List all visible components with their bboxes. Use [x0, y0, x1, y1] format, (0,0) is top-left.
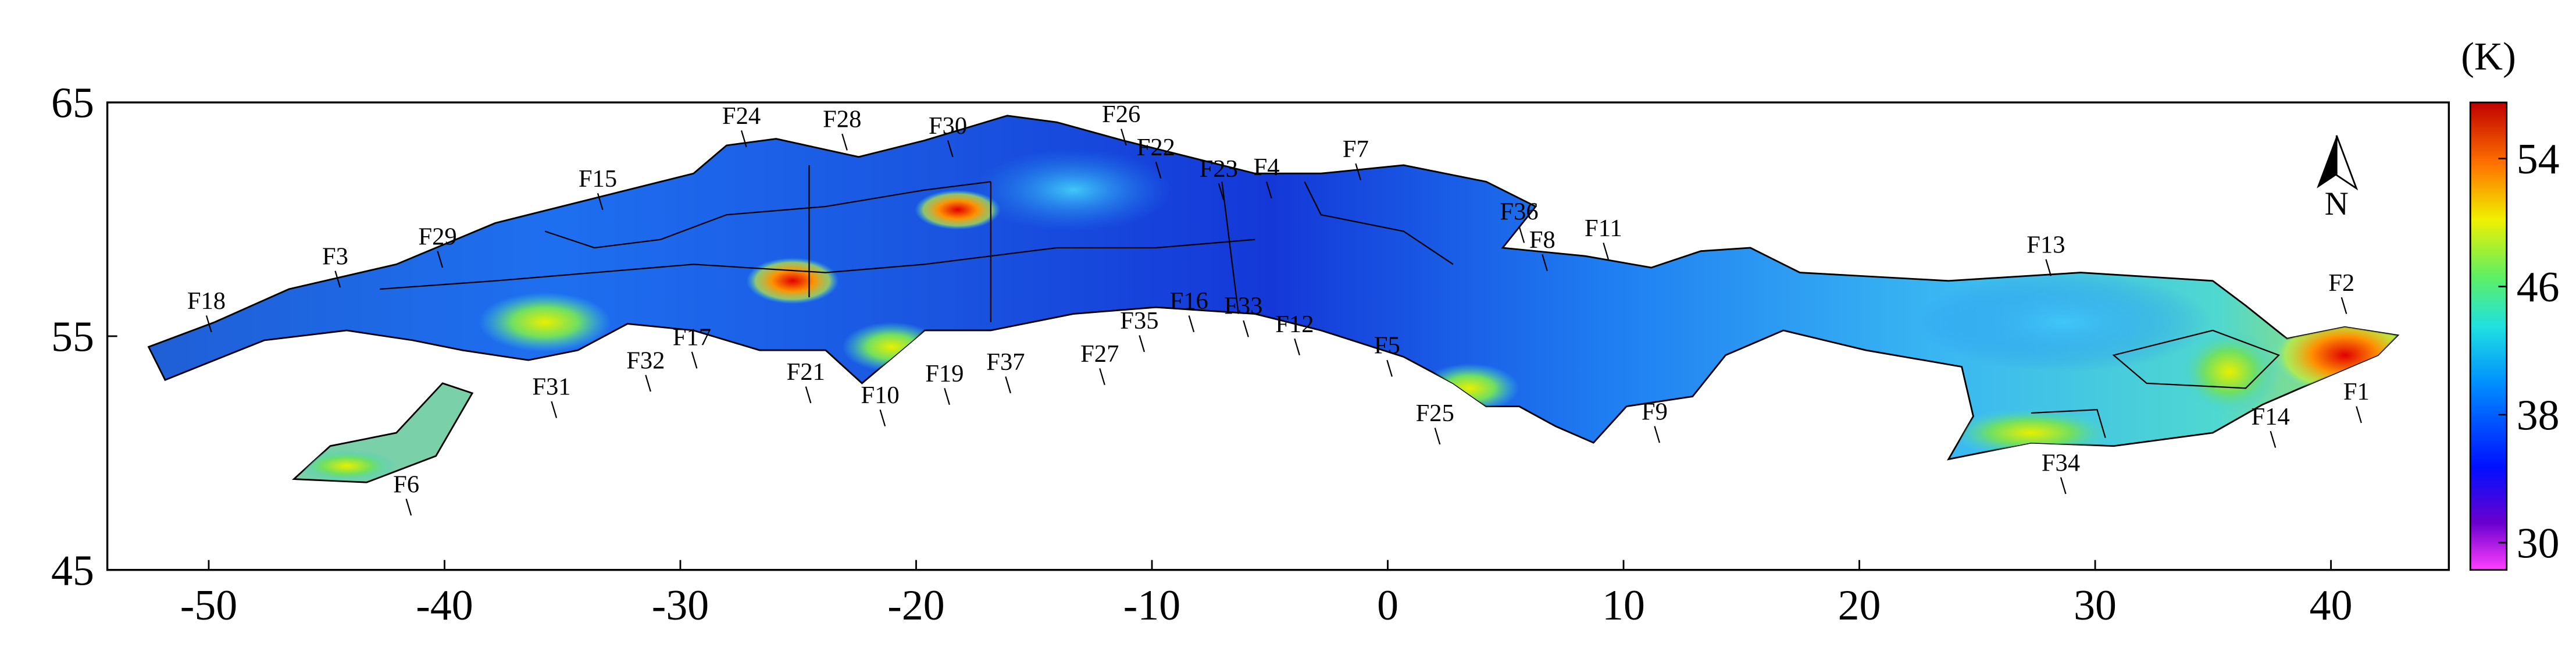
leader-line [1121, 129, 1127, 146]
x-tick-label: -20 [887, 581, 944, 629]
leader-line [944, 388, 950, 405]
leader-line [1355, 163, 1362, 180]
leader-line [1265, 181, 1272, 199]
fault-label: F30 [929, 112, 967, 140]
colorbar-tick-label: 38 [2517, 391, 2560, 439]
colorbar-label: (K) [2461, 34, 2516, 78]
leader-line [2045, 259, 2052, 276]
leader-line [805, 386, 812, 404]
fault-label: F34 [2042, 449, 2080, 476]
leader-line [597, 193, 604, 210]
fault-label: F36 [1500, 198, 1538, 226]
leader-line [879, 409, 886, 427]
colorbar-tick-label: 54 [2517, 135, 2560, 183]
fault-label: F17 [673, 324, 711, 351]
leader-line [1654, 426, 1661, 443]
fault-label: F35 [1120, 307, 1158, 334]
leader-line [405, 499, 412, 516]
fault-label: F14 [2252, 403, 2290, 430]
fault-label: F31 [532, 373, 570, 401]
leader-line [1218, 183, 1225, 200]
fault-label: F26 [1102, 101, 1140, 128]
leader-line [1386, 359, 1393, 377]
colorbar-tick-label: 46 [2517, 263, 2560, 311]
fault-label: F6 [393, 471, 419, 498]
leader-line [1139, 335, 1146, 353]
fault-label: F16 [1169, 287, 1208, 315]
leader-line [947, 140, 954, 158]
fault-label: F32 [626, 347, 665, 374]
fault-label: F2 [2328, 269, 2354, 297]
x-tick-label: 0 [1377, 581, 1398, 629]
y-tick-label: 65 [51, 79, 94, 127]
fault-label: F18 [187, 287, 226, 315]
leader-line [740, 130, 747, 148]
leader-line [691, 351, 698, 369]
leader-line [1294, 338, 1300, 355]
leader-line [2340, 297, 2347, 314]
fault-label: F1 [2343, 378, 2370, 405]
fault-label: F12 [1275, 311, 1314, 338]
leader-line [1099, 368, 1105, 386]
leader-line [1518, 226, 1525, 243]
fault-label: F8 [1529, 226, 1555, 254]
fault-label: F7 [1343, 136, 1369, 163]
leader-line [1603, 243, 1609, 260]
leader-line [1243, 320, 1249, 337]
x-tick-label: 30 [2074, 581, 2117, 629]
fault-label: F10 [861, 382, 899, 409]
leader-line [1188, 315, 1195, 333]
x-tick-label: -10 [1123, 581, 1180, 629]
fault-label: F3 [322, 243, 348, 270]
landmass [147, 115, 2400, 461]
fault-label: F5 [1374, 332, 1400, 359]
leader-line [1155, 161, 1162, 179]
leader-line [1542, 254, 1548, 272]
y-tick-label: 45 [51, 546, 94, 594]
fault-label: F27 [1080, 340, 1119, 368]
leader-line [2356, 406, 2362, 423]
fault-label: F25 [1416, 400, 1454, 427]
leader-line [551, 401, 558, 418]
x-tick-label: -50 [180, 581, 237, 629]
fault-label: F11 [1585, 215, 1622, 242]
fault-label: F22 [1137, 134, 1175, 161]
x-tick-label: 20 [1838, 581, 1881, 629]
leader-line [841, 133, 848, 151]
leader-line [2060, 477, 2067, 494]
fault-label: F24 [722, 102, 761, 130]
x-tick-label: -40 [416, 581, 473, 629]
colorbar-tick-label: 30 [2517, 519, 2560, 567]
x-tick-label: 40 [2310, 581, 2353, 629]
fault-label: F19 [925, 360, 964, 387]
x-tick-label: 10 [1602, 581, 1645, 629]
fault-label: F29 [418, 223, 456, 250]
temperature-field [297, 148, 2398, 483]
x-tick-label: -30 [652, 581, 709, 629]
fault-label: F9 [1642, 398, 1668, 425]
fault-label: F28 [823, 106, 861, 133]
fault-boundaries [380, 165, 2280, 438]
leader-line [1005, 376, 1012, 394]
y-tick-label: 55 [51, 312, 94, 360]
leader-line [205, 315, 212, 333]
fault-label: F33 [1224, 293, 1262, 320]
leader-line [2270, 430, 2277, 448]
fault-label: F23 [1200, 155, 1238, 183]
fault-label: F13 [2026, 232, 2065, 259]
leader-line [1434, 428, 1441, 445]
fault-label: F37 [986, 348, 1025, 376]
colorbar [2469, 101, 2508, 571]
fault-label: F21 [787, 358, 825, 386]
leader-line [437, 251, 444, 268]
leader-line [645, 375, 651, 392]
north-label: N [2325, 186, 2349, 222]
leader-line [334, 270, 341, 288]
fault-label: F4 [1254, 154, 1280, 181]
fault-label: F15 [579, 165, 617, 193]
